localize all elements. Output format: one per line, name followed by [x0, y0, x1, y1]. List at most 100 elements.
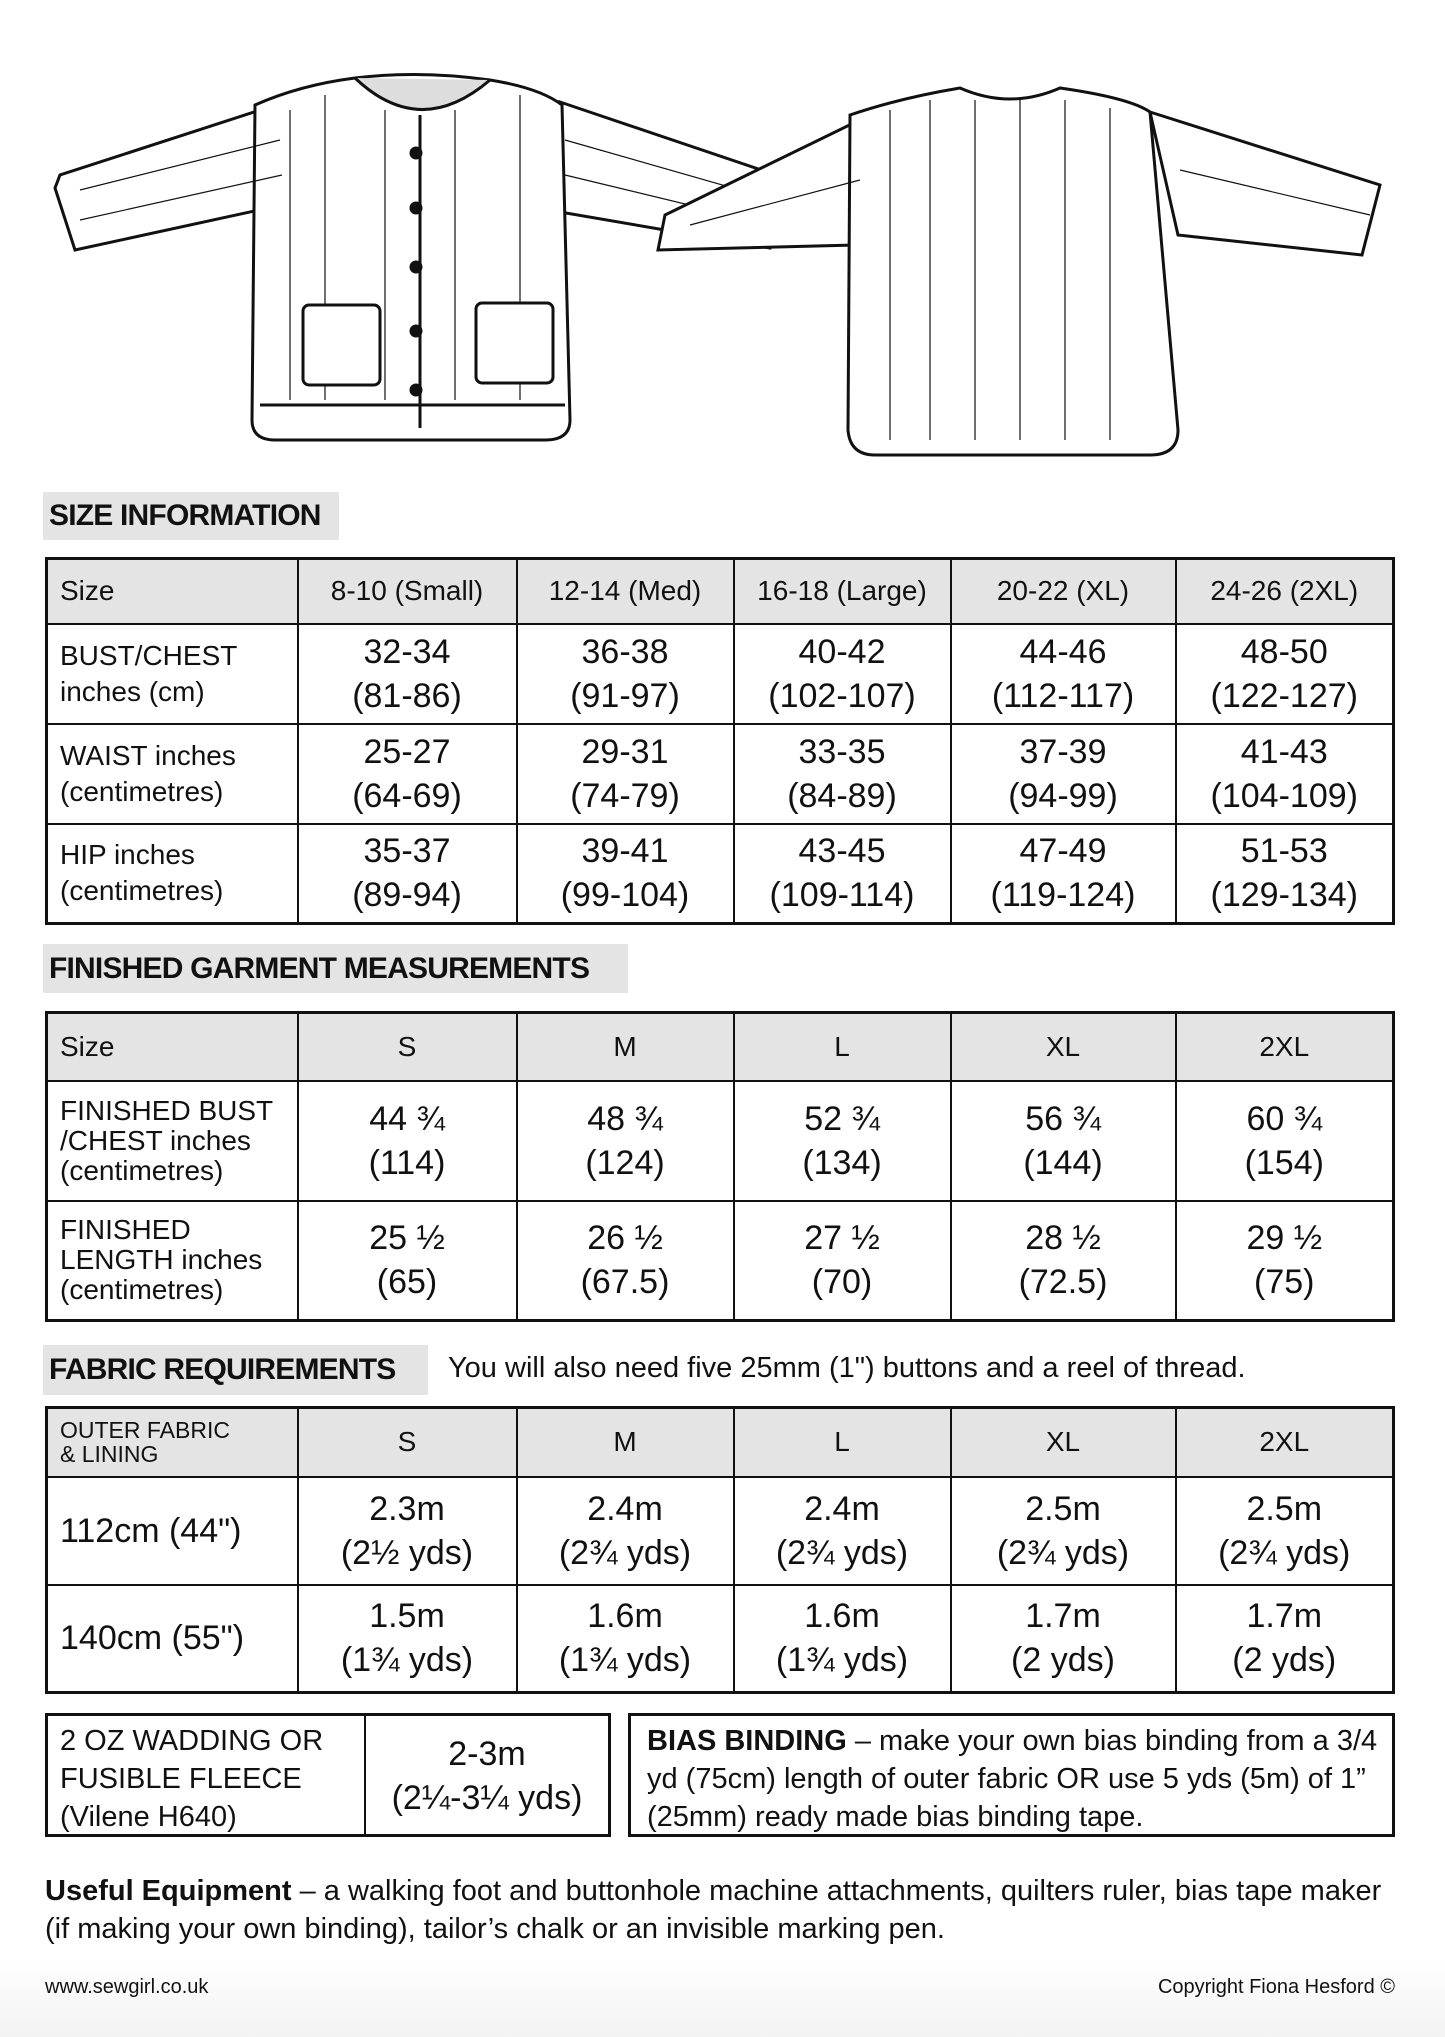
table-cell: 1.6m (1¾ yds) — [515, 1583, 735, 1694]
cell-line: 36-38 — [581, 632, 669, 671]
cell-line: (2¾ yds) — [775, 1533, 909, 1572]
column-header: L — [732, 1406, 952, 1478]
back-view-drawing — [656, 86, 1382, 457]
cell-line: (112-117) — [991, 676, 1135, 715]
table-cell: 1.7m (2 yds) — [949, 1583, 1177, 1694]
cell-line: 1.6m — [587, 1597, 663, 1636]
cell-line: (2¾ yds) — [996, 1533, 1130, 1572]
column-header: 12-14 (Med) — [515, 557, 735, 625]
table-cell: 51-53 (129-134) — [1174, 822, 1395, 925]
cell-line: 25-27 — [363, 732, 451, 771]
column-header: L — [732, 1011, 952, 1082]
cell-line: (1¾ yds) — [340, 1641, 474, 1680]
cell-line: 1.7m — [1246, 1597, 1323, 1636]
cell-line: 52 ¾ — [804, 1099, 880, 1138]
fabric-requirements-heading: FABRIC REQUIREMENTS — [43, 1345, 428, 1395]
cell-line: (89-94) — [352, 876, 462, 915]
table-cell: 2.3m (2½ yds) — [296, 1475, 518, 1586]
cell-line: 60 ¾ — [1246, 1099, 1323, 1138]
cell-line: (70) — [811, 1263, 873, 1302]
row-label: FINISHED BUST/CHEST inches (centimetres) — [45, 1079, 299, 1202]
row-label-line: FINISHED BUST — [60, 1094, 274, 1126]
cell-line: (99-104) — [560, 876, 690, 915]
cell-line: (84-89) — [787, 776, 897, 815]
column-header: M — [515, 1011, 735, 1082]
header-row: Size S M L XL 2XL — [45, 1011, 1395, 1082]
table-cell: 1.5m (1¾ yds) — [296, 1583, 518, 1694]
header-line: & LINING — [60, 1441, 159, 1468]
table-row: WAIST inches (centimetres) 25-27 (64-69) 29-… — [45, 722, 1395, 825]
row-label-line: WAIST inches — [60, 739, 236, 771]
cell-line: (144) — [1023, 1143, 1103, 1182]
column-header: 20-22 (XL) — [949, 557, 1177, 625]
cell-line: 48 ¾ — [587, 1099, 663, 1138]
cell-line: 44-46 — [1019, 632, 1107, 671]
fabric-requirements-table: OUTER FABRIC & LINING S M L XL 2XL 112cm (44") 2… — [45, 1406, 1395, 1694]
row-label-line: FINISHED — [60, 1214, 191, 1246]
cell-line: 28 ½ — [1025, 1219, 1101, 1258]
cell-line: (104-109) — [1210, 776, 1358, 815]
cell-line: 32-34 — [363, 632, 451, 671]
table-cell: 35-37 (89-94) — [296, 822, 518, 925]
cell-line: 1.5m — [369, 1597, 445, 1636]
wadding-metres: 2-3m — [448, 1735, 526, 1773]
wadding-value: 2-3m (2¼-3¼ yds) — [366, 1716, 608, 1834]
table-cell: 2.4m (2¾ yds) — [515, 1475, 735, 1586]
wadding-box: 2 OZ WADDING OR FUSIBLE FLEECE (Vilene H… — [45, 1713, 611, 1837]
row-label: 112cm (44") — [45, 1475, 299, 1586]
table-cell: 36-38 (91-97) — [515, 622, 735, 725]
cell-line: 2.3m — [369, 1489, 445, 1528]
table-cell: 1.7m (2 yds) — [1174, 1583, 1395, 1694]
cell-line: (67.5) — [580, 1263, 670, 1302]
cell-line: (94-99) — [1008, 776, 1118, 815]
equipment-text: – a walking foot and buttonhole machine … — [45, 1875, 1382, 1945]
cell-line: (2½ yds) — [340, 1533, 474, 1572]
cell-line: (119-124) — [990, 876, 1136, 915]
cell-line: 29-31 — [581, 732, 669, 771]
cell-line: (74-79) — [570, 776, 680, 815]
column-header: 2XL — [1174, 1011, 1395, 1082]
table-cell: 2.5m (2¾ yds) — [949, 1475, 1177, 1586]
cell-line: (124) — [585, 1143, 665, 1182]
table-row: FINISHED BUST/CHEST inches (centimetres) 4… — [45, 1079, 1395, 1202]
row-label-line: LENGTH inches — [60, 1244, 263, 1276]
column-header: 8-10 (Small) — [296, 557, 518, 625]
size-information-table: Size 8-10 (Small) 12-14 (Med) 16-18 (Large)… — [45, 557, 1395, 925]
row-label: BUST/CHEST inches (cm) — [45, 622, 299, 725]
table-cell: 32-34 (81-86) — [296, 622, 518, 725]
table-cell: 47-49 (119-124) — [949, 822, 1177, 925]
column-header: 16-18 (Large) — [732, 557, 952, 625]
row-label-line: (centimetres) — [60, 775, 224, 807]
table-cell: 44 ¾ (114) — [296, 1079, 518, 1202]
table-cell: 27 ½ (70) — [732, 1199, 952, 1322]
row-label: FINISHED LENGTH inches (centimetres) — [45, 1199, 299, 1322]
table-cell: 33-35 (84-89) — [732, 722, 952, 825]
column-header: S — [296, 1406, 518, 1478]
cell-line: 1.6m — [804, 1597, 880, 1636]
cell-line: (72.5) — [1018, 1263, 1108, 1302]
wadding-label-line: FUSIBLE FLEECE — [60, 1763, 302, 1795]
bias-binding-title: BIAS BINDING — [647, 1725, 847, 1757]
cell-line: (2 yds) — [1232, 1641, 1337, 1680]
cell-line: 27 ½ — [804, 1219, 880, 1258]
website-link[interactable]: www.sewgirl.co.uk — [45, 1976, 209, 1998]
equipment-title: Useful Equipment — [45, 1875, 292, 1907]
cell-line: (122-127) — [1210, 676, 1358, 715]
header-line: OUTER FABRIC — [60, 1417, 230, 1444]
table-cell: 60 ¾ (154) — [1174, 1079, 1395, 1202]
table-cell: 44-46 (112-117) — [949, 622, 1177, 725]
finished-garment-table: Size S M L XL 2XL FINISHED BUST/CHEST inches (c… — [45, 1011, 1395, 1322]
useful-equipment: Useful Equipment – a walking foot and bu… — [45, 1872, 1405, 1948]
cell-line: (102-107) — [768, 676, 916, 715]
wadding-label-line: 2 OZ WADDING OR — [60, 1725, 324, 1757]
cell-line: 43-45 — [798, 832, 886, 871]
column-header: Size — [45, 557, 299, 625]
table-cell: 37-39 (94-99) — [949, 722, 1177, 825]
column-header: OUTER FABRIC & LINING — [45, 1406, 299, 1478]
header-row: Size 8-10 (Small) 12-14 (Med) 16-18 (Large)… — [45, 557, 1395, 625]
cell-line: 26 ½ — [587, 1219, 663, 1258]
cell-line: (65) — [376, 1263, 438, 1302]
row-label: 140cm (55") — [45, 1583, 299, 1694]
table-cell: 39-41 (99-104) — [515, 822, 735, 925]
